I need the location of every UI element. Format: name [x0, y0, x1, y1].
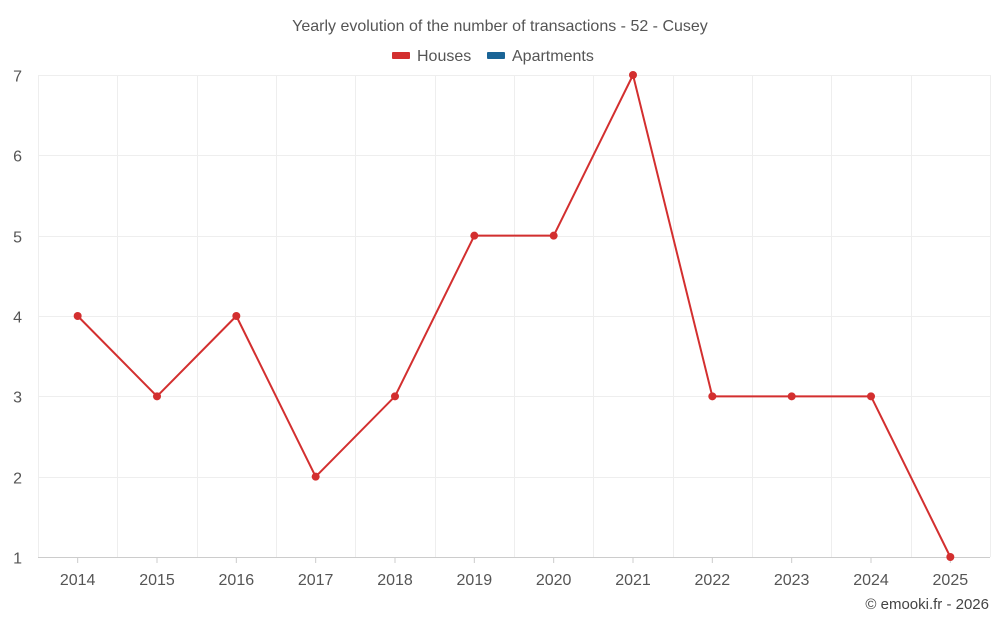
x-tick-label: 2018 — [377, 572, 413, 589]
data-point-houses[interactable] — [708, 392, 717, 401]
y-axis: 1 2 3 4 5 6 7 — [13, 69, 22, 568]
y-tick-label: 7 — [13, 69, 22, 86]
x-tick-label: 2020 — [536, 572, 572, 589]
x-tick-label: 2025 — [933, 572, 969, 589]
legend-swatch-houses — [392, 52, 410, 59]
x-tick-label: 2023 — [774, 572, 810, 589]
data-point-houses[interactable] — [629, 71, 637, 79]
y-tick-label: 6 — [13, 149, 22, 166]
y-tick-label: 1 — [13, 551, 22, 568]
x-tick-label: 2015 — [139, 572, 175, 589]
data-point-houses[interactable] — [73, 312, 82, 320]
data-point-houses[interactable] — [867, 392, 875, 401]
legend-label-houses: Houses — [417, 48, 471, 65]
x-tick-label: 2022 — [695, 572, 731, 589]
x-tick-label: 2014 — [60, 572, 96, 589]
legend-label-apartments: Apartments — [512, 48, 594, 65]
y-tick-label: 3 — [13, 390, 22, 407]
credit-text: © emooki.fr - 2026 — [865, 596, 989, 613]
data-point-houses[interactable] — [311, 472, 320, 481]
x-tick-label: 2024 — [853, 572, 889, 589]
y-tick-label: 2 — [13, 471, 22, 488]
x-tick-label: 2021 — [615, 572, 651, 589]
data-point-houses[interactable] — [470, 231, 479, 240]
y-tick-label: 5 — [13, 230, 22, 247]
data-point-houses[interactable] — [153, 392, 161, 401]
series-line-houses — [76, 74, 952, 558]
x-tick-label: 2016 — [219, 572, 255, 589]
legend-item-apartments[interactable]: Apartments — [487, 48, 594, 65]
x-tick-label: 2019 — [457, 572, 493, 589]
legend-item-houses[interactable]: Houses — [392, 48, 471, 65]
data-point-houses[interactable] — [549, 231, 558, 240]
data-point-houses[interactable] — [946, 553, 955, 561]
legend: Houses Apartments — [392, 48, 594, 65]
data-point-houses[interactable] — [391, 392, 399, 401]
x-axis: 2014 2015 2016 2017 2018 2019 2020 2021 2022 2023… — [60, 557, 968, 589]
data-point-houses[interactable] — [232, 312, 241, 320]
series-houses — [73, 71, 955, 561]
legend-swatch-apartments — [487, 52, 505, 59]
grid — [38, 75, 991, 557]
data-point-houses[interactable] — [787, 392, 796, 401]
y-tick-label: 4 — [13, 310, 22, 327]
chart-title: Yearly evolution of the number of transa… — [292, 18, 708, 35]
x-tick-label: 2017 — [298, 572, 334, 589]
